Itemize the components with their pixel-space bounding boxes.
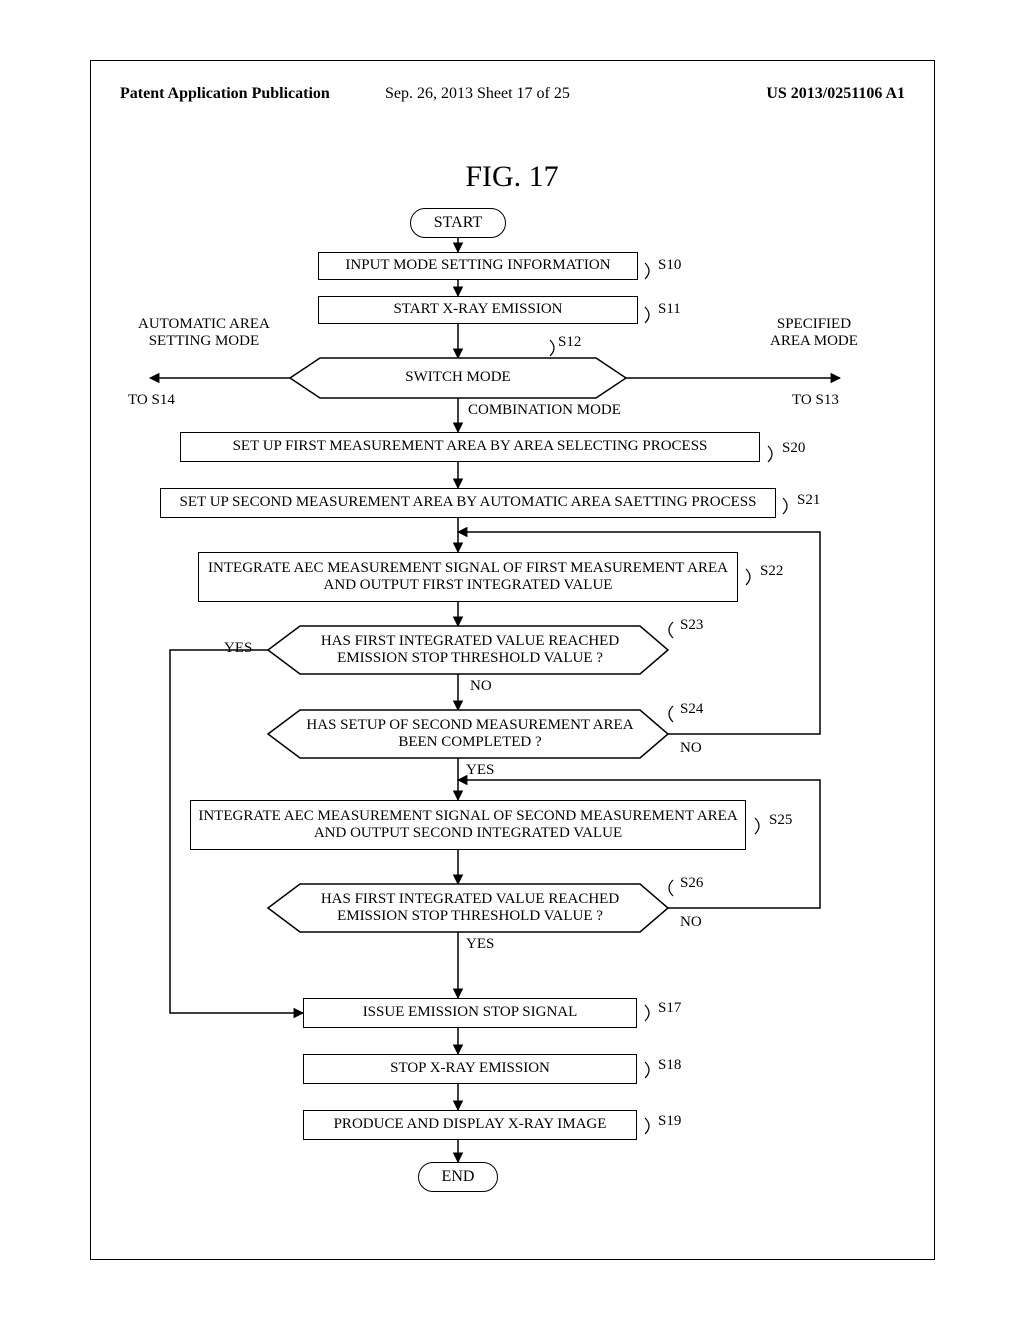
s17-process: ISSUE EMISSION STOP SIGNAL xyxy=(303,998,637,1028)
s24-yes: YES xyxy=(466,762,494,779)
spec-mode-label: SPECIFIED AREA MODE xyxy=(770,316,858,350)
s12-label: S12 xyxy=(558,334,581,351)
s26-no: NO xyxy=(680,914,702,931)
s25-label: S25 xyxy=(769,812,792,829)
s18-label: S18 xyxy=(658,1057,681,1074)
s10-process: INPUT MODE SETTING INFORMATION xyxy=(318,252,638,280)
s24-decision: HAS SETUP OF SECOND MEASUREMENT AREA BEE… xyxy=(300,711,640,757)
s24-label: S24 xyxy=(680,701,703,718)
s21-process: SET UP SECOND MEASUREMENT AREA BY AUTOMA… xyxy=(160,488,776,518)
s20-process: SET UP FIRST MEASUREMENT AREA BY AREA SE… xyxy=(180,432,760,462)
s20-label: S20 xyxy=(782,440,805,457)
header-left: Patent Application Publication xyxy=(120,85,330,103)
s12-decision: SWITCH MODE xyxy=(320,360,596,396)
s17-label: S17 xyxy=(658,1000,681,1017)
s26-decision: HAS FIRST INTEGRATED VALUE REACHED EMISS… xyxy=(300,885,640,931)
s19-process: PRODUCE AND DISPLAY X-RAY IMAGE xyxy=(303,1110,637,1140)
page: Patent Application Publication Sep. 26, … xyxy=(0,0,1024,1320)
s10-label: S10 xyxy=(658,257,681,274)
s26-label: S26 xyxy=(680,875,703,892)
figure-title: FIG. 17 xyxy=(0,160,1024,194)
s22-process: INTEGRATE AEC MEASUREMENT SIGNAL OF FIRS… xyxy=(198,552,738,602)
s24-no: NO xyxy=(680,740,702,757)
s21-label: S21 xyxy=(797,492,820,509)
to-s14-label: TO S14 xyxy=(128,392,175,409)
to-s13-label: TO S13 xyxy=(792,392,839,409)
header-mid: Sep. 26, 2013 Sheet 17 of 25 xyxy=(385,85,570,103)
s25-process: INTEGRATE AEC MEASUREMENT SIGNAL OF SECO… xyxy=(190,800,746,850)
s18-process: STOP X-RAY EMISSION xyxy=(303,1054,637,1084)
end-terminator: END xyxy=(418,1162,498,1192)
auto-mode-label: AUTOMATIC AREA SETTING MODE xyxy=(138,316,270,350)
start-terminator: START xyxy=(410,208,506,238)
s23-label: S23 xyxy=(680,617,703,634)
s22-label: S22 xyxy=(760,563,783,580)
s23-no: NO xyxy=(470,678,492,695)
header-right: US 2013/0251106 A1 xyxy=(766,85,905,103)
s11-label: S11 xyxy=(658,301,681,318)
s11-process: START X-RAY EMISSION xyxy=(318,296,638,324)
s23-yes: YES xyxy=(224,640,252,657)
s26-yes: YES xyxy=(466,936,494,953)
s19-label: S19 xyxy=(658,1113,681,1130)
s23-decision: HAS FIRST INTEGRATED VALUE REACHED EMISS… xyxy=(300,627,640,673)
combination-label: COMBINATION MODE xyxy=(468,402,621,419)
